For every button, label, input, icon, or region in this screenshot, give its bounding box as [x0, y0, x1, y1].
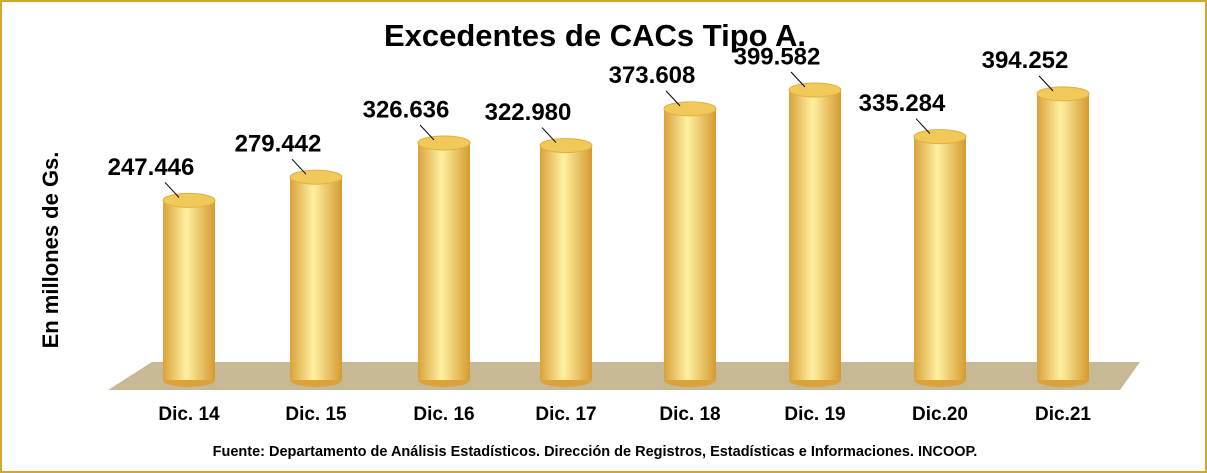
- bar-top: [162, 192, 216, 208]
- bar-top: [788, 82, 842, 98]
- bar: [664, 108, 716, 381]
- leader-line: [419, 124, 435, 141]
- bar: [1037, 93, 1089, 381]
- chart-title: Excedentes de CACs Tipo A.: [384, 18, 806, 53]
- bar-top: [913, 129, 967, 145]
- value-label: 247.446: [108, 154, 195, 181]
- value-label: 326.636: [363, 96, 450, 123]
- leader-line: [541, 127, 557, 143]
- value-label: 279.442: [235, 131, 322, 158]
- x-tick-label: Dic. 17: [535, 404, 596, 425]
- x-tick-label: Dic. 16: [413, 404, 474, 425]
- value-label: 373.608: [609, 62, 696, 89]
- value-label: 322.980: [485, 99, 572, 126]
- x-tick-label: Dic.20: [912, 404, 968, 425]
- bar-top: [289, 169, 343, 185]
- y-axis-label: En millones de Gs.: [38, 152, 63, 349]
- bar: [540, 145, 592, 380]
- value-label: 399.582: [734, 43, 821, 70]
- bar: [290, 177, 342, 380]
- bar: [163, 200, 215, 380]
- leader-line: [790, 71, 806, 88]
- x-tick-label: Dic. 15: [285, 404, 347, 425]
- leader-line: [915, 118, 931, 135]
- value-label: 394.252: [982, 47, 1069, 74]
- bar-top: [663, 101, 717, 117]
- bar: [418, 142, 470, 380]
- leader-line: [291, 158, 307, 175]
- bar: [914, 136, 966, 380]
- leader-line: [665, 90, 681, 107]
- value-label: 335.284: [859, 90, 946, 117]
- bar-top: [539, 138, 593, 154]
- source-note: Fuente: Departamento de Análisis Estadís…: [213, 444, 978, 460]
- x-tick-label: Dic. 19: [784, 404, 845, 425]
- floor: [108, 362, 1140, 390]
- bar-top: [417, 135, 471, 151]
- x-tick-label: Dic. 14: [158, 404, 220, 425]
- bar-top: [1036, 86, 1090, 102]
- leader-line: [1038, 75, 1054, 92]
- x-tick-label: Dic. 18: [659, 404, 720, 425]
- x-tick-label: Dic.21: [1035, 404, 1091, 425]
- leader-line: [164, 182, 180, 198]
- bar: [789, 90, 841, 380]
